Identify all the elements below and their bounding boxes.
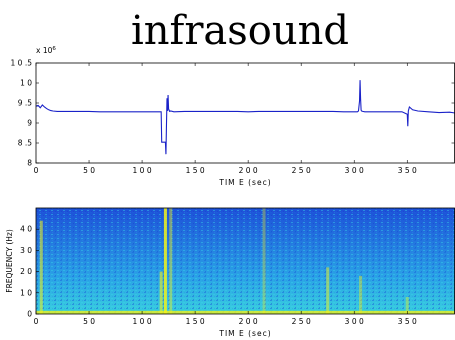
x-tick-label: 1 5 0	[186, 317, 205, 326]
x-tick-label: 2 0 0	[239, 317, 258, 326]
x-tick-label: 3 0 0	[345, 166, 364, 175]
x-tick-label: 2 0 0	[239, 166, 258, 175]
x-tick-label: 2 5 0	[292, 317, 311, 326]
x-tick-label: 3 5 0	[398, 317, 417, 326]
x-tick-label: 2 5 0	[292, 166, 311, 175]
y-tick-label: 3 0	[20, 246, 32, 255]
spectrogram-event-band	[262, 208, 266, 314]
time-series-line	[35, 80, 455, 155]
spectrogram-event-band	[405, 297, 409, 314]
time-series-frame	[35, 62, 455, 164]
spectrogram-x-axis-label: TIM E (sec)	[218, 329, 271, 338]
time-series-ticks: 0 5 0 1 0 0 1 5 0 2 0 0 2 5 0 3 0 0 3 5 0 8 8 .5 9…	[11, 59, 455, 175]
x-tick-label: 3 5 0	[398, 166, 417, 175]
x-tick-label: 0	[34, 166, 39, 175]
y-tick-label: 1 0	[20, 79, 32, 88]
y-tick-label: 8	[27, 159, 32, 168]
time-series-chart: 0 5 0 1 0 0 1 5 0 2 0 0 2 5 0 3 0 0 3 5 0 8 8 .5 9…	[11, 46, 455, 187]
y-tick-label: 4 0	[20, 225, 32, 234]
spectrogram-baseline-band	[36, 310, 455, 314]
x-tick-label: 1 0 0	[133, 317, 152, 326]
y-exponent-label: x 106	[36, 46, 56, 55]
x-tick-label: 5 0	[83, 317, 95, 326]
spectrogram-event-band	[159, 271, 163, 314]
x-tick-label: 3 0 0	[345, 317, 364, 326]
spectrogram-ticks: 0 5 0 1 0 0 1 5 0 2 0 0 2 5 0 3 0 0 3 5 0 0 1 0 2 …	[20, 225, 417, 326]
spectrogram-event-band	[163, 208, 167, 314]
x-tick-label: 1 0 0	[133, 166, 152, 175]
spectrogram-event-band	[326, 267, 330, 314]
spectrogram-event-band	[39, 220, 43, 314]
spectrogram-y-axis-label: FREQUENCY (Hz)	[5, 229, 14, 293]
spectrogram-event-band	[169, 208, 173, 314]
y-tick-label: 1 0	[20, 288, 32, 297]
y-tick-label: 9	[27, 119, 32, 128]
y-exponent-power: 6	[52, 46, 56, 52]
time-series-x-axis-label: TIM E (sec)	[218, 178, 271, 187]
x-tick-label: 1 5 0	[186, 166, 205, 175]
x-tick-label: 0	[34, 317, 39, 326]
y-tick-label: 8 .5	[18, 139, 33, 148]
y-tick-label: 0	[27, 310, 32, 319]
y-tick-label: 9 .5	[18, 99, 33, 108]
spectrogram-texture	[36, 208, 455, 314]
y-tick-label: 2 0	[20, 267, 32, 276]
spectrogram-event-band	[359, 275, 363, 314]
y-tick-label: 1 0 .5	[11, 59, 33, 68]
x-tick-label: 5 0	[83, 166, 95, 175]
spectrogram-chart: 0 5 0 1 0 0 1 5 0 2 0 0 2 5 0 3 0 0 3 5 0 0 1 0 2 …	[5, 207, 455, 338]
y-exponent-base: x 10	[36, 46, 53, 55]
spectrogram-events	[39, 208, 409, 314]
figure-title: infrasound	[131, 8, 349, 54]
